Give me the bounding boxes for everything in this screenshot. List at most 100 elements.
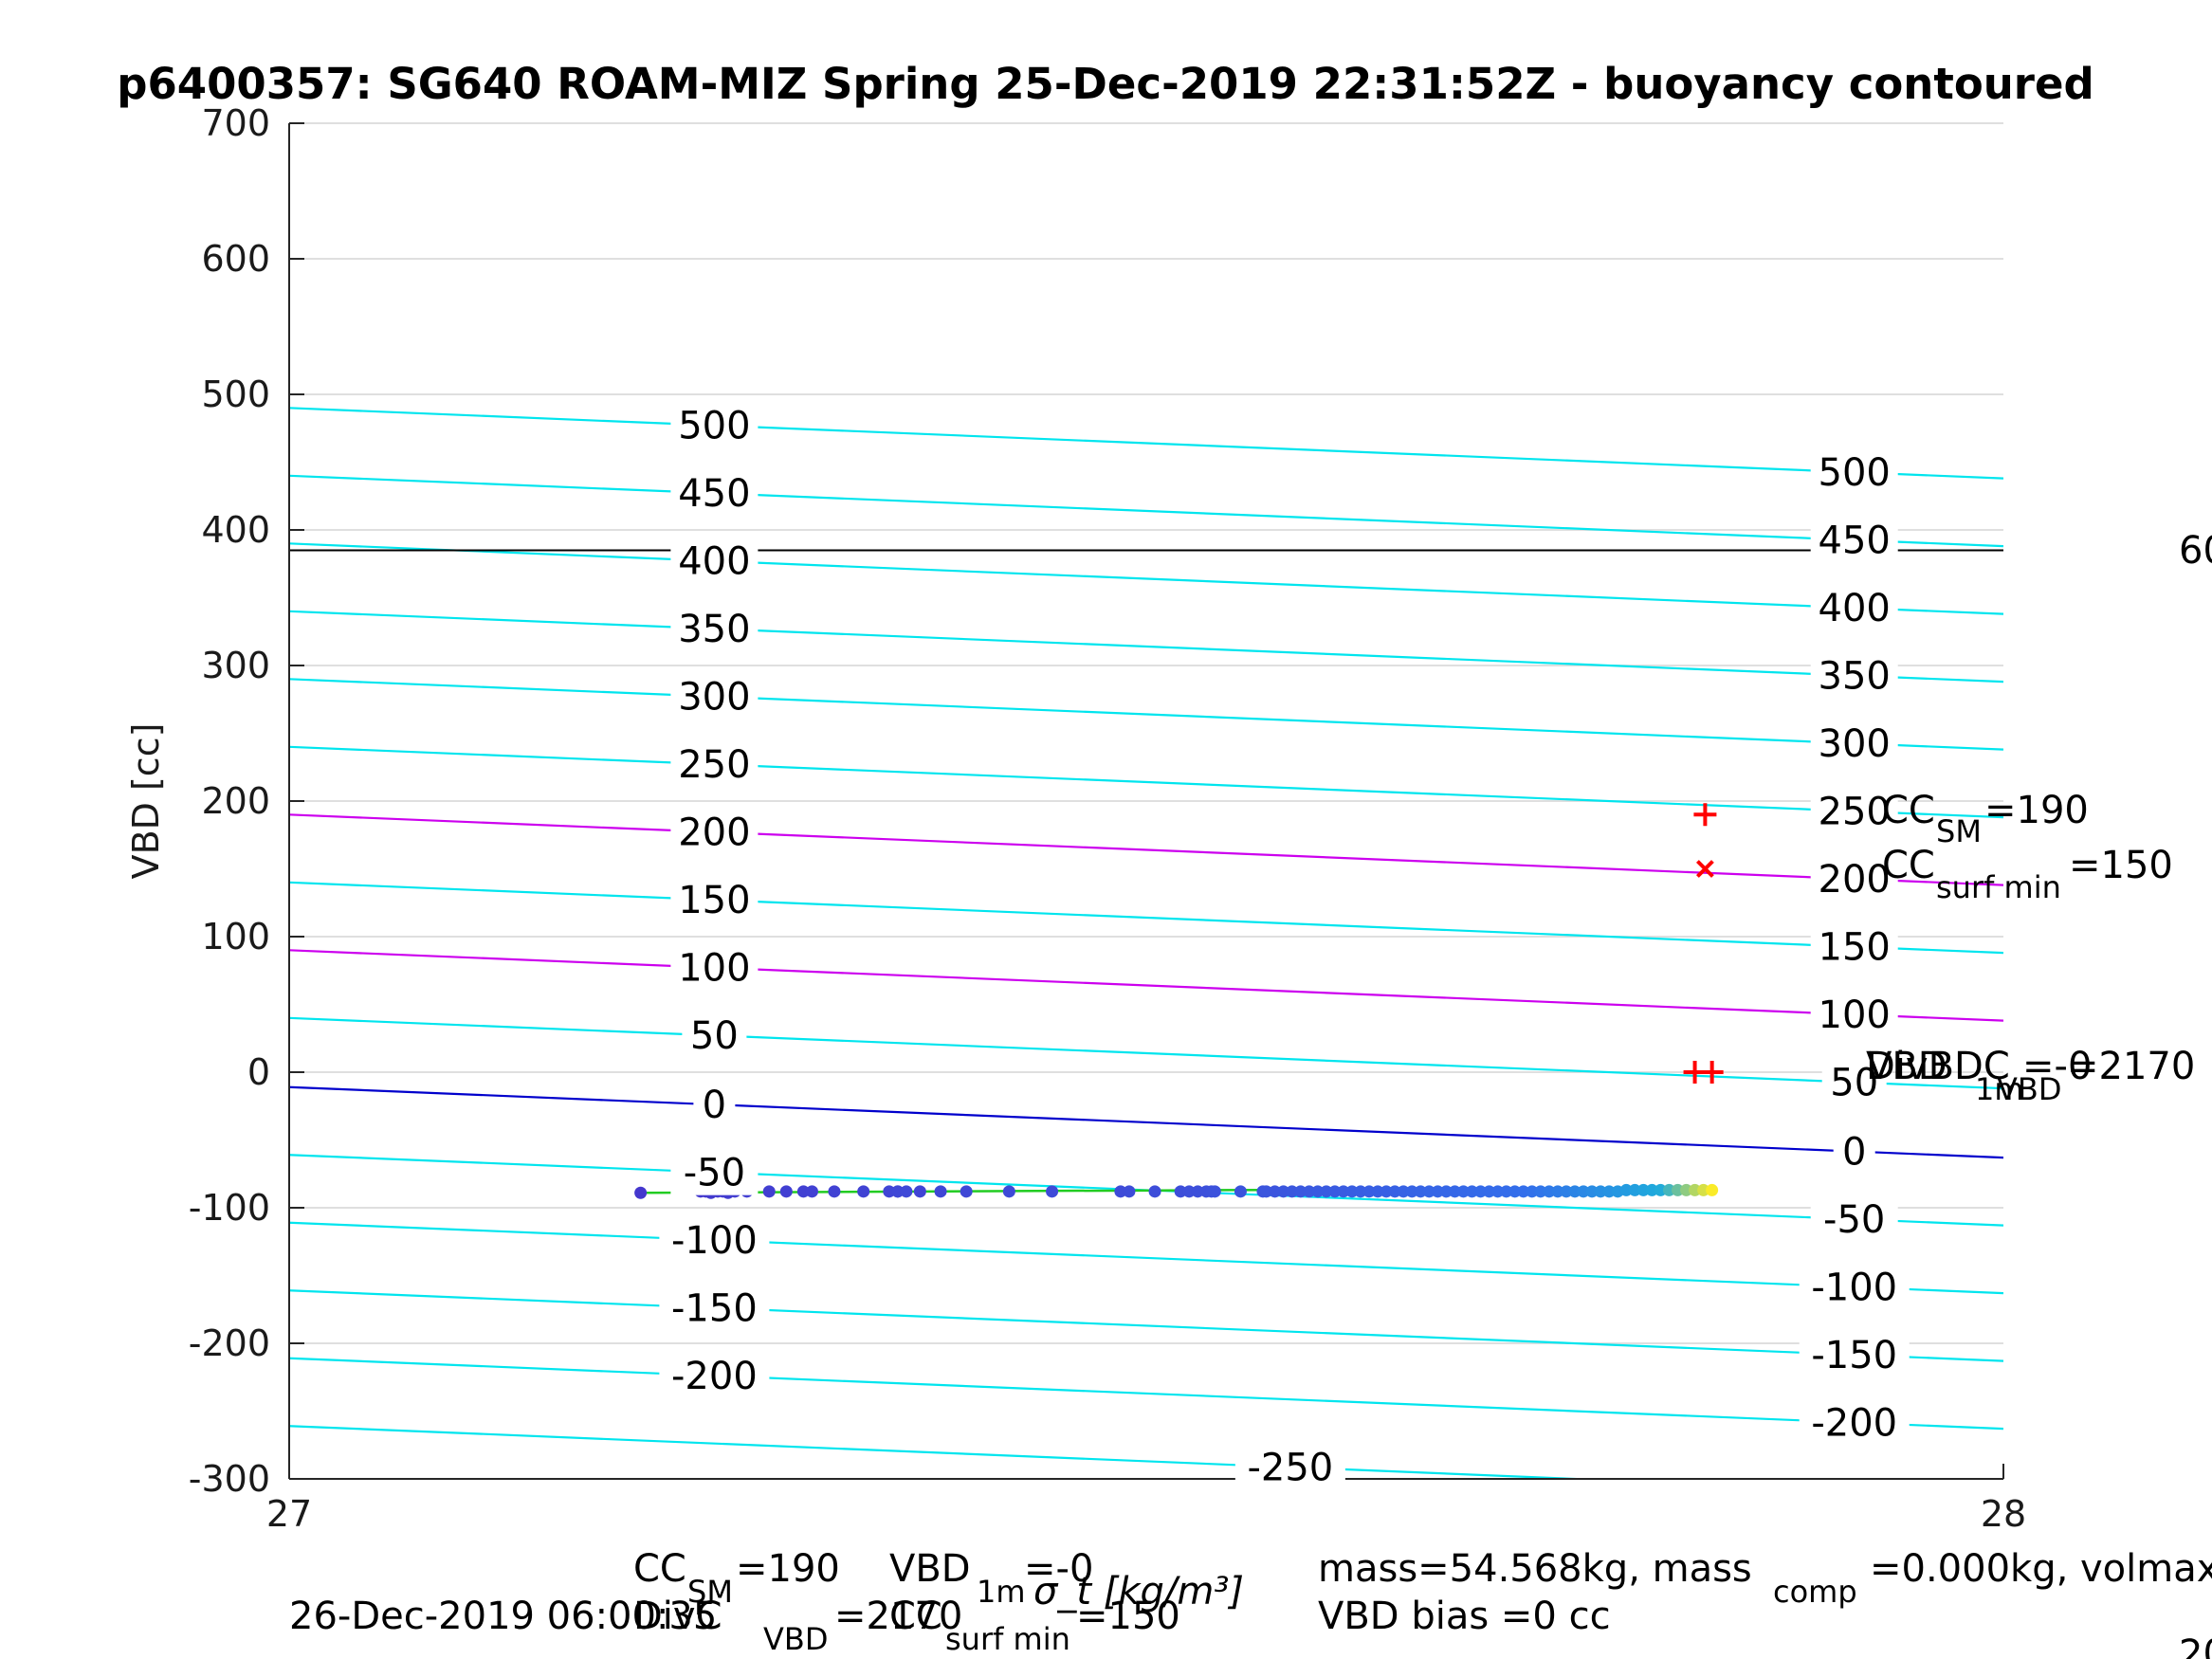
- profile-point: [1380, 1185, 1393, 1198]
- profile-point: [1002, 1185, 1015, 1198]
- contour-label: 300: [1819, 722, 1891, 766]
- profile-point: [1431, 1185, 1444, 1198]
- profile-point: [1602, 1185, 1616, 1198]
- profile-point: [1706, 1183, 1719, 1196]
- profile-point: [1594, 1185, 1607, 1198]
- chart-title: p6400357: SG640 ROAM-MIZ Spring 25-Dec-2…: [117, 59, 2093, 109]
- profile-point: [1123, 1185, 1136, 1198]
- annotation-cc-surf-min: CC surf min =150: [1882, 844, 2173, 905]
- annotation-cc-sm: CC SM =190: [1882, 789, 2089, 849]
- contour-labels: 5005004504504004003503503003002502502002…: [659, 402, 1910, 1490]
- x-marker: [1695, 860, 1714, 878]
- buoyancy-contour: [289, 813, 2003, 886]
- profile-point: [913, 1185, 926, 1198]
- footer-divc-main: DivC: [633, 1595, 722, 1638]
- profile-point: [1491, 1185, 1505, 1198]
- cc-sm-main: CC: [1882, 789, 1935, 832]
- contour-label-bg: [1810, 585, 1898, 631]
- contour-label-bg: [670, 538, 759, 584]
- contour-label: 450: [678, 472, 750, 516]
- divbd-main: DivBDC: [1866, 1045, 2010, 1088]
- y-tick-label: 600: [201, 238, 270, 280]
- footer-vbd1m-main: VBD: [889, 1547, 971, 1591]
- profile-point: [762, 1185, 776, 1198]
- contour-label: -200: [671, 1355, 758, 1398]
- profile-point: [1182, 1185, 1196, 1198]
- profile-point: [1414, 1185, 1427, 1198]
- vbd-1m-main: VBD: [1866, 1045, 1947, 1088]
- y-tick-label: 0: [247, 1051, 270, 1093]
- profile-point: [828, 1185, 841, 1198]
- contour-label: 450: [1819, 520, 1891, 563]
- contour-label-bg: [1234, 1444, 1345, 1490]
- profile-point: [1474, 1185, 1488, 1198]
- buoyancy-contour: [289, 1425, 1600, 1479]
- contour-label: 0: [703, 1084, 726, 1127]
- profile-point: [1500, 1185, 1513, 1198]
- profile-point: [891, 1185, 905, 1198]
- contour-label-bg: [659, 1285, 770, 1331]
- profile-point: [1439, 1185, 1453, 1198]
- contour-label: 350: [1819, 655, 1891, 699]
- contour-label-bg: [1810, 1196, 1898, 1243]
- profile-point: [1337, 1185, 1350, 1198]
- profile-point: [1483, 1185, 1496, 1198]
- contour-label: -150: [1811, 1334, 1897, 1377]
- profile-point: [1671, 1183, 1684, 1196]
- profile-point: [1697, 1183, 1710, 1196]
- contour-label-bg: [659, 1353, 770, 1399]
- profile-point: [1362, 1185, 1376, 1198]
- buoyancy-contour: [289, 542, 2003, 615]
- contour-label: -50: [1823, 1198, 1885, 1242]
- contour-label: -50: [684, 1152, 745, 1195]
- footer-ccsm-sub: SM: [687, 1574, 733, 1610]
- cc-surf-min-value: =150: [2069, 844, 2173, 887]
- contour-label-bg: [1810, 856, 1898, 902]
- cc-surf-min-main: CC: [1882, 844, 1935, 887]
- buoyancy-contour: [289, 1085, 2003, 1159]
- buoyancy-contour: [289, 1016, 2003, 1090]
- y-tick-label: 100: [201, 916, 270, 957]
- divbd-value: =2170: [2067, 1045, 2195, 1088]
- profile-point: [1534, 1185, 1547, 1198]
- y-tick-label: -200: [189, 1322, 270, 1364]
- contour-label-bg: [659, 1217, 770, 1264]
- profile-point: [1422, 1185, 1435, 1198]
- y-tick-label: 500: [201, 374, 270, 415]
- contour-label: 400: [1819, 587, 1891, 630]
- profile-point: [883, 1185, 896, 1198]
- cc-surf-min-sub: surf min: [1936, 869, 2061, 905]
- contour-label-bg: [1810, 720, 1898, 767]
- x-tick-label: 27: [266, 1493, 312, 1535]
- profile-point: [1234, 1185, 1247, 1198]
- profile-point: [1303, 1185, 1316, 1198]
- footer-edge-fragment: 20: [2179, 1632, 2212, 1659]
- profile-point: [934, 1185, 947, 1198]
- profile-point: [1294, 1185, 1307, 1198]
- plus-marker: [1700, 1061, 1724, 1084]
- buoyancy-contour: [289, 474, 2003, 548]
- footer-mass-b: =0.000kg, volmax: [1870, 1547, 2212, 1591]
- contour-label-bg: [1810, 992, 1898, 1038]
- profile-point: [1551, 1185, 1564, 1198]
- contour-label: 400: [678, 540, 750, 584]
- x-tick-label: 28: [1981, 1493, 2026, 1535]
- y-axis-label: VBD [cc]: [125, 723, 167, 880]
- y-tick-label: 200: [201, 780, 270, 822]
- profile-point: [1585, 1185, 1599, 1198]
- profile-point: [1526, 1185, 1539, 1198]
- y-tick-label: 400: [201, 509, 270, 551]
- profile-point: [1174, 1185, 1187, 1198]
- contour-label-bg: [670, 673, 759, 720]
- right-edge-label: 60: [2179, 529, 2212, 573]
- contour-label: -200: [1811, 1402, 1897, 1446]
- profile-point: [900, 1185, 913, 1198]
- x-axis-label: σ_t [kg/m³]: [1033, 1570, 1244, 1613]
- contour-label: 150: [1819, 926, 1891, 970]
- profile-point: [634, 1186, 648, 1199]
- profile-point: [779, 1185, 793, 1198]
- footer-ccsurf-sub: surf min: [945, 1621, 1070, 1657]
- profile-point: [1286, 1185, 1299, 1198]
- footer-vbd-bias: VBD bias =0 cc: [1318, 1595, 1611, 1638]
